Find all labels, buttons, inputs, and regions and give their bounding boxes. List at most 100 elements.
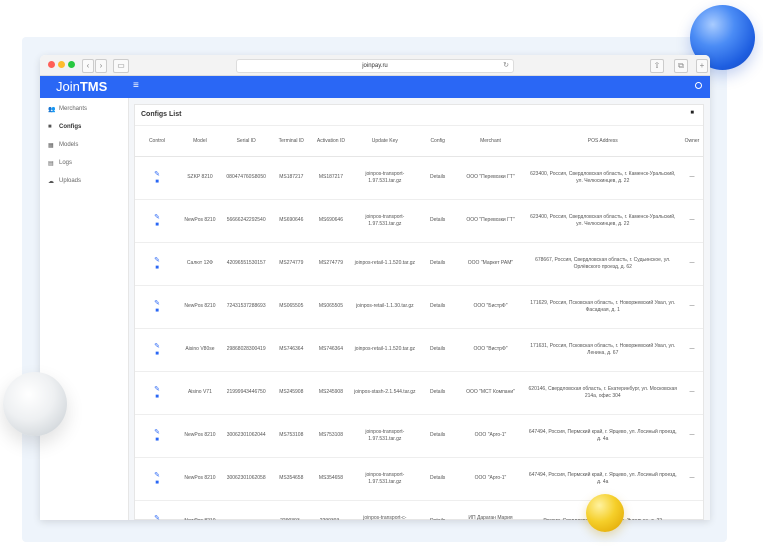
new-tab-icon[interactable]: + — [696, 59, 708, 73]
maximize-window-button[interactable] — [68, 61, 75, 68]
edit-icon[interactable]: ✎ — [154, 428, 160, 436]
sidebar-item-label: Configs — [59, 124, 82, 130]
delete-icon[interactable]: ■ — [155, 307, 159, 314]
cell-owner: — — [680, 199, 703, 243]
cell-model: SZKP 8210 — [179, 156, 221, 200]
sidebar-item-label: Merchants — [59, 106, 88, 112]
cell-config[interactable]: Details — [418, 285, 457, 329]
sidebar-item-uploads[interactable]: ☁ Uploads — [40, 172, 128, 190]
column-header: Merchant — [456, 126, 525, 157]
cell-model: NewPos 8210 — [179, 500, 221, 520]
sidebar-item-merchants[interactable]: 👥 Merchants — [40, 100, 128, 118]
row-controls: ✎■ — [135, 457, 180, 501]
cell-update-key: joinpos-retail-1.1.520.tar.gz — [350, 328, 419, 372]
minimize-window-button[interactable] — [58, 61, 65, 68]
delete-icon[interactable]: ■ — [155, 350, 159, 357]
cell-terminal: MS245908 — [271, 371, 312, 415]
edit-icon[interactable]: ✎ — [154, 299, 160, 307]
row-controls: ✎■ — [135, 156, 180, 200]
delete-icon[interactable]: ■ — [155, 436, 159, 443]
cell-merchant: ООО "МСТ Компани" — [456, 371, 525, 415]
close-window-button[interactable] — [48, 61, 55, 68]
sidebar-item-label: Uploads — [59, 178, 82, 184]
edit-icon[interactable]: ✎ — [154, 213, 160, 221]
cell-config[interactable]: Details — [418, 457, 457, 501]
sidebar-toggle-icon[interactable]: ▭ — [113, 59, 129, 73]
edit-icon[interactable]: ✎ — [154, 514, 160, 520]
cell-merchant: ООО "БистрФ" — [456, 285, 525, 329]
forward-arrow-icon[interactable]: › — [95, 59, 107, 73]
hamburger-menu-icon[interactable]: ≡ — [133, 80, 139, 91]
cell-update-key: joinpos-stash-2.1.544.tar.gz — [350, 371, 419, 415]
cell-activation: MS690646 — [311, 199, 351, 243]
cell-config[interactable]: Details — [418, 371, 457, 415]
cell-serial: 72431537288693 — [220, 285, 272, 329]
edit-icon[interactable]: ✎ — [154, 170, 160, 178]
cell-model: Aisino V80se — [179, 328, 221, 372]
cell-terminal: MS065505 — [271, 285, 312, 329]
edit-icon[interactable]: ✎ — [154, 342, 160, 350]
cell-config[interactable]: Details — [418, 199, 457, 243]
cell-owner: — — [680, 371, 703, 415]
delete-icon[interactable]: ■ — [155, 221, 159, 228]
column-header: Update Key — [350, 126, 419, 157]
cell-merchant: ООО "ВистрФ" — [456, 328, 525, 372]
cell-address: 678667, Россия, Свердловская область, г.… — [524, 242, 681, 286]
share-icon[interactable]: ⇧ — [650, 59, 664, 73]
cell-update-key: joinpos-transport-1.97.531.tar.gz — [350, 156, 419, 200]
edit-icon[interactable]: ✎ — [154, 471, 160, 479]
row-controls: ✎■ — [135, 199, 180, 243]
app-logo[interactable]: JoinTMS — [56, 79, 108, 94]
cell-merchant: ООО "Арго-1" — [456, 457, 525, 501]
file-icon: ■ — [48, 124, 52, 130]
column-header: Activation ID — [311, 126, 351, 157]
address-bar[interactable]: joinpay.ru ↻ — [236, 59, 514, 73]
browser-window: ‹ › ▭ joinpay.ru ↻ ⇧ ⧉ + JoinTMS ≡ 👥 Mer… — [40, 55, 710, 520]
terminal-icon: ▦ — [48, 142, 54, 149]
cell-owner: — — [680, 285, 703, 329]
cell-update-key: joinpos-transport-1.97.531.tar.gz — [350, 199, 419, 243]
table-header-row: Control Model Serial ID Terminal ID Acti… — [135, 126, 703, 157]
cell-config[interactable]: Details — [418, 328, 457, 372]
cell-serial: 42096551530157 — [220, 242, 272, 286]
cell-config[interactable]: Details — [418, 156, 457, 200]
sidebar-item-logs[interactable]: ▤ Logs — [40, 154, 128, 172]
delete-icon[interactable]: ■ — [155, 393, 159, 400]
cell-activation: MS354658 — [311, 457, 351, 501]
sidebar-item-configs[interactable]: ■ Configs — [40, 118, 128, 136]
cell-serial: 080474760S8050 — [220, 156, 272, 200]
back-arrow-icon[interactable]: ‹ — [82, 59, 94, 73]
column-header: Control — [135, 126, 180, 157]
column-header: Terminal ID — [271, 126, 312, 157]
row-controls: ✎■ — [135, 500, 180, 520]
row-controls: ✎■ — [135, 328, 180, 372]
cell-activation: 2290303_ — [311, 500, 351, 520]
cell-activation: MS753108 — [311, 414, 351, 458]
row-controls: ✎■ — [135, 285, 180, 329]
sidebar-item-label: Logs — [59, 160, 73, 166]
cell-config[interactable]: Details — [418, 242, 457, 286]
reload-icon[interactable]: ↻ — [503, 62, 509, 69]
cell-config[interactable]: Details — [418, 500, 457, 520]
cell-owner: — — [680, 328, 703, 372]
sidebar: 👥 Merchants ■ Configs ▦ Models ▤ Logs ☁ … — [40, 98, 129, 520]
delete-icon[interactable]: ■ — [155, 178, 159, 185]
delete-icon[interactable]: ■ — [155, 479, 159, 486]
cell-terminal: MS274779 — [271, 242, 312, 286]
edit-icon[interactable]: ✎ — [154, 385, 160, 393]
configs-card: Configs List ■ Control Model Serial ID T… — [134, 104, 704, 520]
row-controls: ✎■ — [135, 371, 180, 415]
cell-merchant: ООО "Арго-1" — [456, 414, 525, 458]
table-row: ✎ ■ Салют 12Ф 42096551530157 MS274779 MS27477… — [135, 242, 703, 286]
delete-icon[interactable]: ■ — [155, 264, 159, 271]
tabs-icon[interactable]: ⧉ — [674, 59, 688, 73]
cell-terminal: MS187217 — [271, 156, 312, 200]
user-icon[interactable] — [695, 82, 702, 89]
cell-terminal: MS690646 — [271, 199, 312, 243]
edit-icon[interactable]: ✎ — [154, 256, 160, 264]
cell-owner: — — [680, 156, 703, 200]
cell-update-key: joinpos-transport-c-1.7.31.tar.gz — [350, 500, 419, 520]
trash-icon[interactable]: ■ — [690, 110, 694, 116]
cell-config[interactable]: Details — [418, 414, 457, 458]
sidebar-item-models[interactable]: ▦ Models — [40, 136, 128, 154]
